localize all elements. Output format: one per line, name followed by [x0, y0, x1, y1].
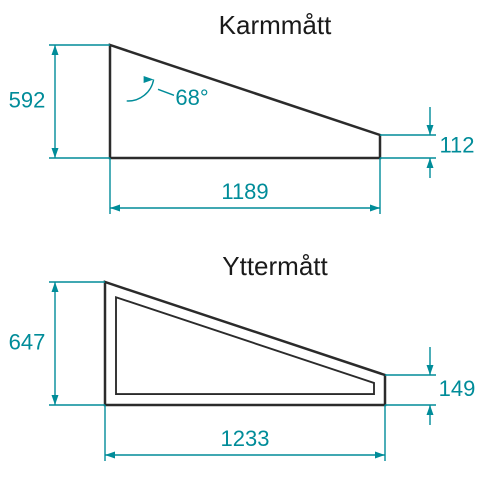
dim-bottom-right-height: 149: [439, 376, 476, 401]
bottom-shape-inner: [116, 297, 374, 394]
dim-bottom-width: 1233: [221, 426, 270, 451]
angle-arc: [127, 79, 154, 101]
top-title: Karmmått: [219, 10, 332, 40]
bottom-title: Yttermått: [222, 251, 328, 281]
top-shape: [110, 45, 380, 158]
dim-top-right-height: 112: [439, 132, 474, 157]
dim-top-width: 1189: [221, 179, 268, 204]
dim-top-left-height: 592: [9, 87, 46, 112]
dim-bottom-left-height: 647: [9, 329, 46, 354]
angle-label: 68°: [175, 85, 208, 110]
bottom-shape-outer: [105, 282, 385, 405]
